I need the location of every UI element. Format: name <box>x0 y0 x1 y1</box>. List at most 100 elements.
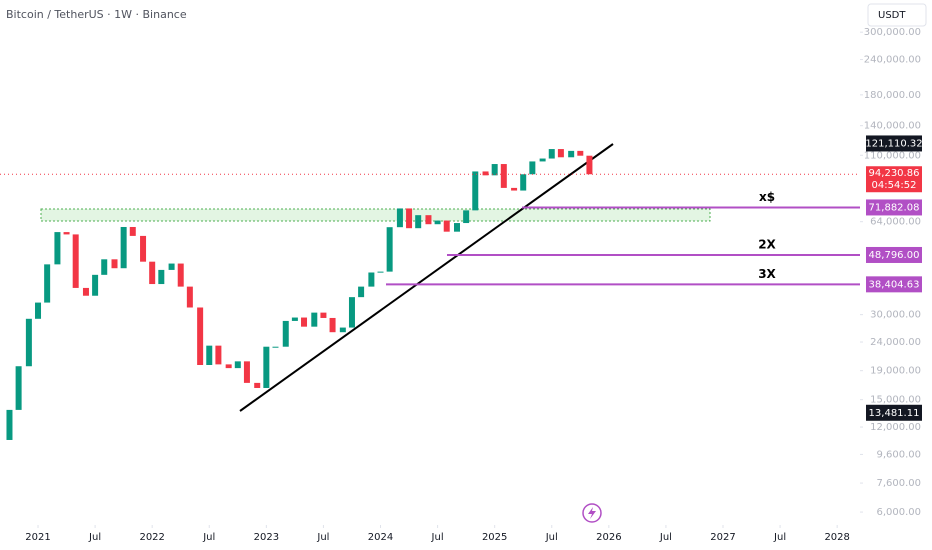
x-tick-label: 2025 <box>482 532 507 543</box>
x-tick-label: 2022 <box>139 532 164 543</box>
candle <box>386 227 393 272</box>
candle <box>177 263 184 287</box>
candle <box>425 215 432 225</box>
candle <box>396 208 403 228</box>
candle <box>111 259 118 269</box>
candle <box>72 234 79 288</box>
y-tick-label: 110,000.00 <box>864 150 921 161</box>
level-tag <box>866 199 922 216</box>
y-tick-label: 240,000.00 <box>864 55 921 66</box>
candle <box>272 346 279 348</box>
candle <box>25 318 32 367</box>
candle <box>472 171 479 211</box>
y-tick-label: 140,000.00 <box>864 121 921 132</box>
candle <box>434 220 441 225</box>
candle <box>406 208 413 229</box>
level-note: 2X <box>758 237 776 251</box>
candle <box>35 302 42 319</box>
candle <box>243 361 250 383</box>
x-tick-label: 2023 <box>254 532 279 543</box>
last-price-tag <box>866 166 922 193</box>
x-tick-label: Jul <box>202 532 215 543</box>
price-mark-label: 13,481.11 <box>869 408 920 419</box>
level-label: 38,404.63 <box>869 279 920 290</box>
candle <box>263 346 270 388</box>
level-tag <box>866 246 922 263</box>
candle <box>443 220 450 232</box>
y-tick-label: 7,600.00 <box>876 478 921 489</box>
candle <box>539 158 546 162</box>
trend-line <box>239 143 614 412</box>
candle <box>149 261 156 285</box>
level-tag <box>866 276 922 293</box>
x-tick-label: Jul <box>659 532 672 543</box>
candle <box>92 274 99 296</box>
candle <box>254 382 261 388</box>
level-label: 71,882.08 <box>869 202 920 213</box>
candle <box>520 174 527 191</box>
candle <box>329 317 336 333</box>
y-tick-label: 12,000.00 <box>870 422 921 433</box>
candle <box>358 286 365 298</box>
x-tick-label: 2028 <box>824 532 849 543</box>
candle <box>15 366 22 410</box>
candle <box>482 171 489 176</box>
candle <box>101 259 108 275</box>
candle <box>368 272 375 287</box>
x-tick-label: Jul <box>431 532 444 543</box>
currency-button[interactable] <box>867 3 927 27</box>
candle <box>377 271 384 273</box>
candle <box>339 327 346 333</box>
candle <box>463 210 470 224</box>
candle <box>320 312 327 318</box>
x-tick-label: 2024 <box>368 532 393 543</box>
x-tick-label: 2021 <box>25 532 50 543</box>
y-tick-label: 64,000.00 <box>870 217 921 228</box>
level-note: 3X <box>758 267 776 281</box>
candle <box>500 164 507 188</box>
candle <box>557 149 564 158</box>
candle <box>511 187 518 191</box>
candle <box>491 164 498 176</box>
candle <box>548 149 555 159</box>
candle <box>348 297 355 328</box>
candle <box>529 161 536 175</box>
candle <box>301 317 308 327</box>
x-tick-label: 2027 <box>710 532 735 543</box>
candle <box>282 320 289 347</box>
price-mark-tag <box>866 404 922 421</box>
candle <box>415 215 422 229</box>
y-tick-label: 24,000.00 <box>870 337 921 348</box>
candle <box>568 150 575 158</box>
candle <box>44 264 51 303</box>
candle <box>186 286 193 308</box>
level-note: x$ <box>759 190 775 204</box>
candle <box>129 226 136 236</box>
candle <box>206 345 213 365</box>
candle <box>54 232 61 265</box>
candle <box>215 345 222 365</box>
candle <box>63 232 70 235</box>
x-tick-label: Jul <box>773 532 786 543</box>
level-label: 48,796.00 <box>869 250 920 261</box>
chart-title: Bitcoin / TetherUS · 1W · Binance <box>6 8 187 21</box>
candle <box>311 312 318 327</box>
candle <box>158 269 165 285</box>
candle <box>291 317 298 321</box>
candle <box>234 361 241 369</box>
candle <box>6 409 13 440</box>
support-zone <box>40 208 711 222</box>
logo-bolt <box>588 507 596 519</box>
x-tick-label: Jul <box>88 532 101 543</box>
candle <box>197 307 204 365</box>
candle <box>82 287 89 296</box>
candle <box>453 223 460 232</box>
candle <box>140 235 147 262</box>
y-tick-label: 9,600.00 <box>876 449 921 460</box>
candle <box>577 150 584 156</box>
logo <box>582 503 602 523</box>
x-tick-label: Jul <box>316 532 329 543</box>
y-tick-label: 6,000.00 <box>876 507 921 518</box>
candle <box>168 263 175 270</box>
countdown: 04:54:52 <box>872 180 917 191</box>
